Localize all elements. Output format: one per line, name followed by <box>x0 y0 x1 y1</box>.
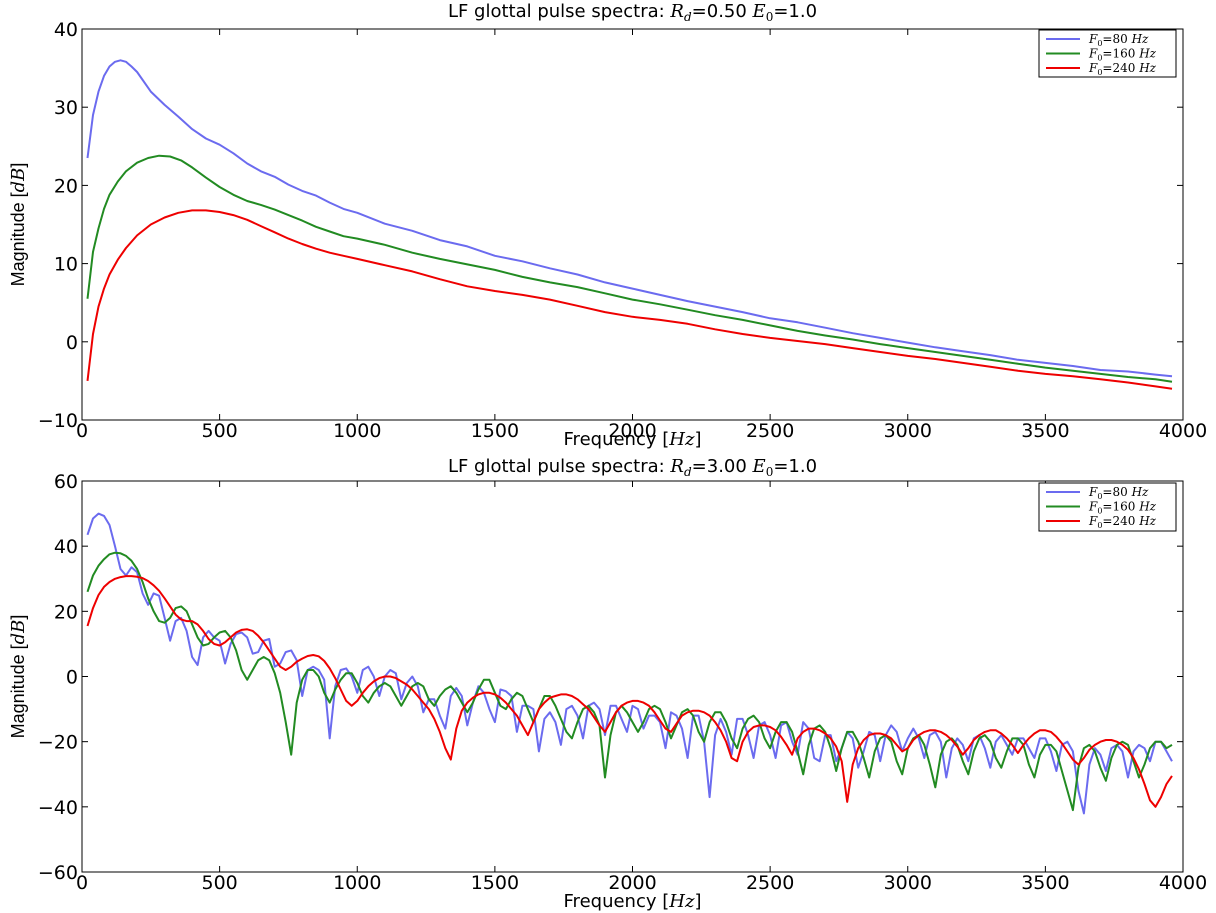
plot-area <box>82 29 1183 420</box>
y-tick-label: −10 <box>38 410 78 432</box>
y-tick-label: 20 <box>54 601 78 623</box>
series-line-3 <box>86 209 1173 390</box>
y-axis-label: Magnitude [dB] <box>8 163 29 287</box>
y-tick-label: −60 <box>38 862 78 884</box>
legend-entry-1: F0=80 Hz <box>1088 485 1149 501</box>
y-axis-label: Magnitude [dB] <box>8 615 29 739</box>
x-tick-label: 3000 <box>884 872 932 894</box>
x-axis-label: Frequency [Hz] <box>564 429 702 450</box>
y-tick-label: −20 <box>38 732 78 754</box>
y-tick-label: 40 <box>54 536 78 558</box>
x-tick-label: 500 <box>201 420 237 442</box>
plot-area <box>82 481 1183 872</box>
series-group <box>86 59 1173 390</box>
y-tick-label: 10 <box>54 254 78 276</box>
y-tick-label: −40 <box>38 797 78 819</box>
y-tick-label: 0 <box>66 332 78 354</box>
x-tick-label: 3500 <box>1021 420 1069 442</box>
x-tick-label: 2500 <box>746 872 794 894</box>
y-tick-label: 30 <box>54 97 78 119</box>
series-line-3 <box>86 575 1173 808</box>
series-line-2 <box>86 154 1173 383</box>
x-tick-label: 4000 <box>1159 420 1207 442</box>
x-tick-label: 0 <box>76 872 88 894</box>
y-tick-label: 20 <box>54 175 78 197</box>
series-line-2 <box>86 551 1173 812</box>
y-tick-label: 0 <box>66 667 78 689</box>
chart-panel-1: 0 500 1000 1500 2000 2500 3000 3500 4000−1001020… <box>8 1 1207 450</box>
chart-title: LF glottal pulse spectra: Rd=0.50 E0=1.0 <box>448 1 817 24</box>
x-tick-label: 4000 <box>1159 872 1207 894</box>
legend-entry-3: F0=240 Hz <box>1088 514 1157 530</box>
legend-entry-1: F0=80 Hz <box>1088 32 1149 48</box>
x-tick-label: 1000 <box>333 872 381 894</box>
y-tick-label: 40 <box>54 19 78 41</box>
x-tick-label: 2000 <box>608 872 656 894</box>
x-tick-label: 1500 <box>471 872 519 894</box>
legend-entry-2: F0=160 Hz <box>1088 47 1157 63</box>
chart-title: LF glottal pulse spectra: Rd=3.00 E0=1.0 <box>448 456 817 479</box>
y-tick-label: 60 <box>54 471 78 493</box>
x-axis-label: Frequency [Hz] <box>564 891 702 912</box>
x-tick-label: 2000 <box>608 420 656 442</box>
x-tick-label: 3000 <box>884 420 932 442</box>
series-line-1 <box>86 59 1173 378</box>
x-tick-label: 1500 <box>471 420 519 442</box>
x-tick-label: 2500 <box>746 420 794 442</box>
chart-panel-2: 0 500 1000 1500 2000 2500 3000 3500 4000 −60 −40 −2… <box>8 456 1207 912</box>
x-tick-label: 3500 <box>1021 872 1069 894</box>
x-tick-label: 1000 <box>333 420 381 442</box>
series-group <box>86 512 1173 815</box>
legend-entry-2: F0=160 Hz <box>1088 500 1157 516</box>
legend-entry-3: F0=240 Hz <box>1088 61 1157 77</box>
x-tick-label: 500 <box>201 872 237 894</box>
x-tick-label: 0 <box>76 420 88 442</box>
